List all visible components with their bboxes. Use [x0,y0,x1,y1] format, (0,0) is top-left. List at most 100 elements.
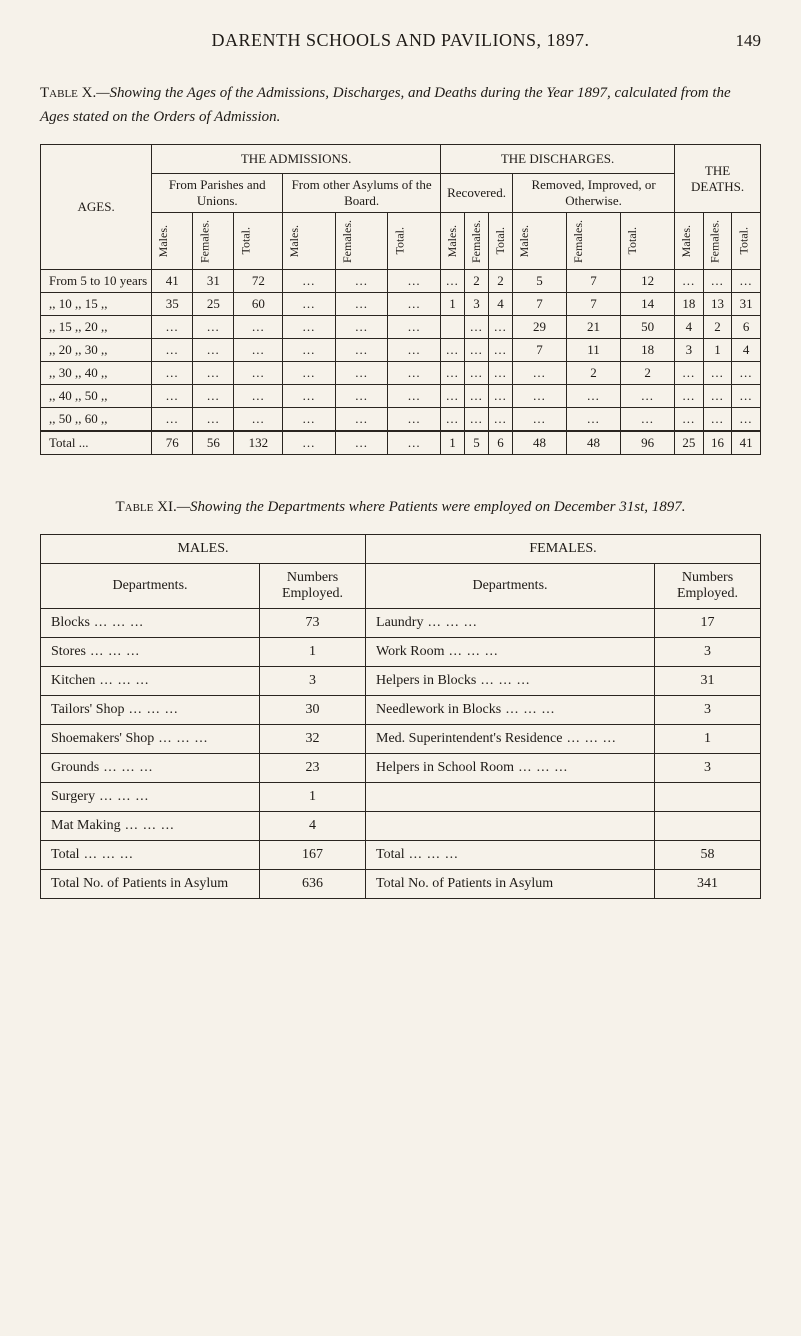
table-row: From 5 to 10 years413172............2257… [41,270,761,293]
cell: ... [388,431,441,455]
cell: 7 [567,293,621,316]
male-total-label: Total [41,841,260,870]
table-row: Blocks73Laundry17 [41,609,761,638]
table-x-body: From 5 to 10 years413172............2257… [41,270,761,455]
th-total-2: Total. [392,216,407,266]
cell: ... [152,385,193,408]
female-dept: Helpers in Blocks [366,667,655,696]
th-recovered: Recovered. [441,174,513,213]
table-row: Surgery1 [41,783,761,812]
cell: ... [388,316,441,339]
th-total-3: Total. [493,216,508,266]
table-x-caption: Table X.—Showing the Ages of the Admissi… [40,81,761,129]
male-grand-label: Total No. of Patients in Asylum [41,870,260,899]
male-num: 30 [260,696,366,725]
cell: ... [621,408,675,432]
female-dept: Needlework in Blocks [366,696,655,725]
cell: ... [513,408,567,432]
th-total-1: Total. [238,216,253,266]
cell: ... [441,362,465,385]
cell: 12 [621,270,675,293]
cell: ... [234,385,283,408]
row-label: ,, 20 ,, 30 ,, [41,339,152,362]
table-xi-head: MALES. FEMALES. Departments. Numbers Emp… [41,535,761,609]
cell: 48 [567,431,621,455]
cell: ... [283,362,336,385]
cell: ... [513,385,567,408]
cell: 14 [621,293,675,316]
cell: ... [675,385,704,408]
cell: ... [465,385,489,408]
table-xi-body: Blocks73Laundry17Stores1Work Room3Kitche… [41,609,761,899]
th-discharges: THE DISCHARGES. [441,145,675,174]
row-label: From 5 to 10 years [41,270,152,293]
cell: ... [567,385,621,408]
cell: ... [335,408,388,432]
cell: ... [234,362,283,385]
page-number: 149 [721,31,761,51]
female-dept: Laundry [366,609,655,638]
cell: ... [388,293,441,316]
cell: ... [283,385,336,408]
cell: ... [234,408,283,432]
cell: 2 [703,316,732,339]
cell: ... [193,385,234,408]
cell: ... [489,339,513,362]
cell: ... [234,339,283,362]
male-dept: Surgery [41,783,260,812]
cell: 35 [152,293,193,316]
cell: 25 [193,293,234,316]
cell: ... [465,408,489,432]
th-from-parishes: From Parishes and Unions. [152,174,283,213]
female-grand-num: 341 [655,870,761,899]
cell: 2 [489,270,513,293]
table-row: Kitchen3Helpers in Blocks31 [41,667,761,696]
table-xi-caption: Table XI.—Showing the Departments where … [40,495,761,519]
table-row: Stores1Work Room3 [41,638,761,667]
cell: ... [335,316,388,339]
th-dept-m: Departments. [41,564,260,609]
female-num: 31 [655,667,761,696]
cell: 3 [465,293,489,316]
cell: ... [234,316,283,339]
table-x-caption-text: —Showing the Ages of the Admissions, Dis… [40,85,731,125]
cell: ... [441,385,465,408]
female-dept: Helpers in School Room [366,754,655,783]
female-dept: Med. Superintendent's Residence [366,725,655,754]
cell: ... [335,293,388,316]
th-from-other: From other Asylums of the Board. [283,174,441,213]
table-total-row: Total ...7656132.........156484896251641 [41,431,761,455]
table-xi-caption-leader: Table XI. [115,499,176,515]
cell: 2 [621,362,675,385]
cell: 132 [234,431,283,455]
cell: ... [732,270,761,293]
th-num-m: Numbers Employed. [260,564,366,609]
cell: 18 [675,293,704,316]
male-num: 1 [260,783,366,812]
cell: ... [703,362,732,385]
cell: ... [335,270,388,293]
total-label: Total ... [41,431,152,455]
cell: 56 [193,431,234,455]
th-ages: AGES. [41,145,152,270]
cell: ... [732,408,761,432]
male-num: 3 [260,667,366,696]
male-dept: Kitchen [41,667,260,696]
table-x-head: AGES. THE ADMISSIONS. THE DISCHARGES. TH… [41,145,761,270]
th-males-4: Males. [517,216,532,266]
cell: ... [621,385,675,408]
female-num: 3 [655,754,761,783]
th-total-5: Total. [736,216,751,266]
cell: 4 [489,293,513,316]
cell: ... [193,339,234,362]
cell: 4 [732,339,761,362]
table-row: ,, 40 ,, 50 ,,..........................… [41,385,761,408]
male-dept: Grounds [41,754,260,783]
row-label: ,, 10 ,, 15 ,, [41,293,152,316]
table-xi: MALES. FEMALES. Departments. Numbers Emp… [40,534,761,899]
table-row: ,, 30 ,, 40 ,,..........................… [41,362,761,385]
cell: ... [152,339,193,362]
cell: ... [489,316,513,339]
cell: 1 [703,339,732,362]
cell: 13 [703,293,732,316]
